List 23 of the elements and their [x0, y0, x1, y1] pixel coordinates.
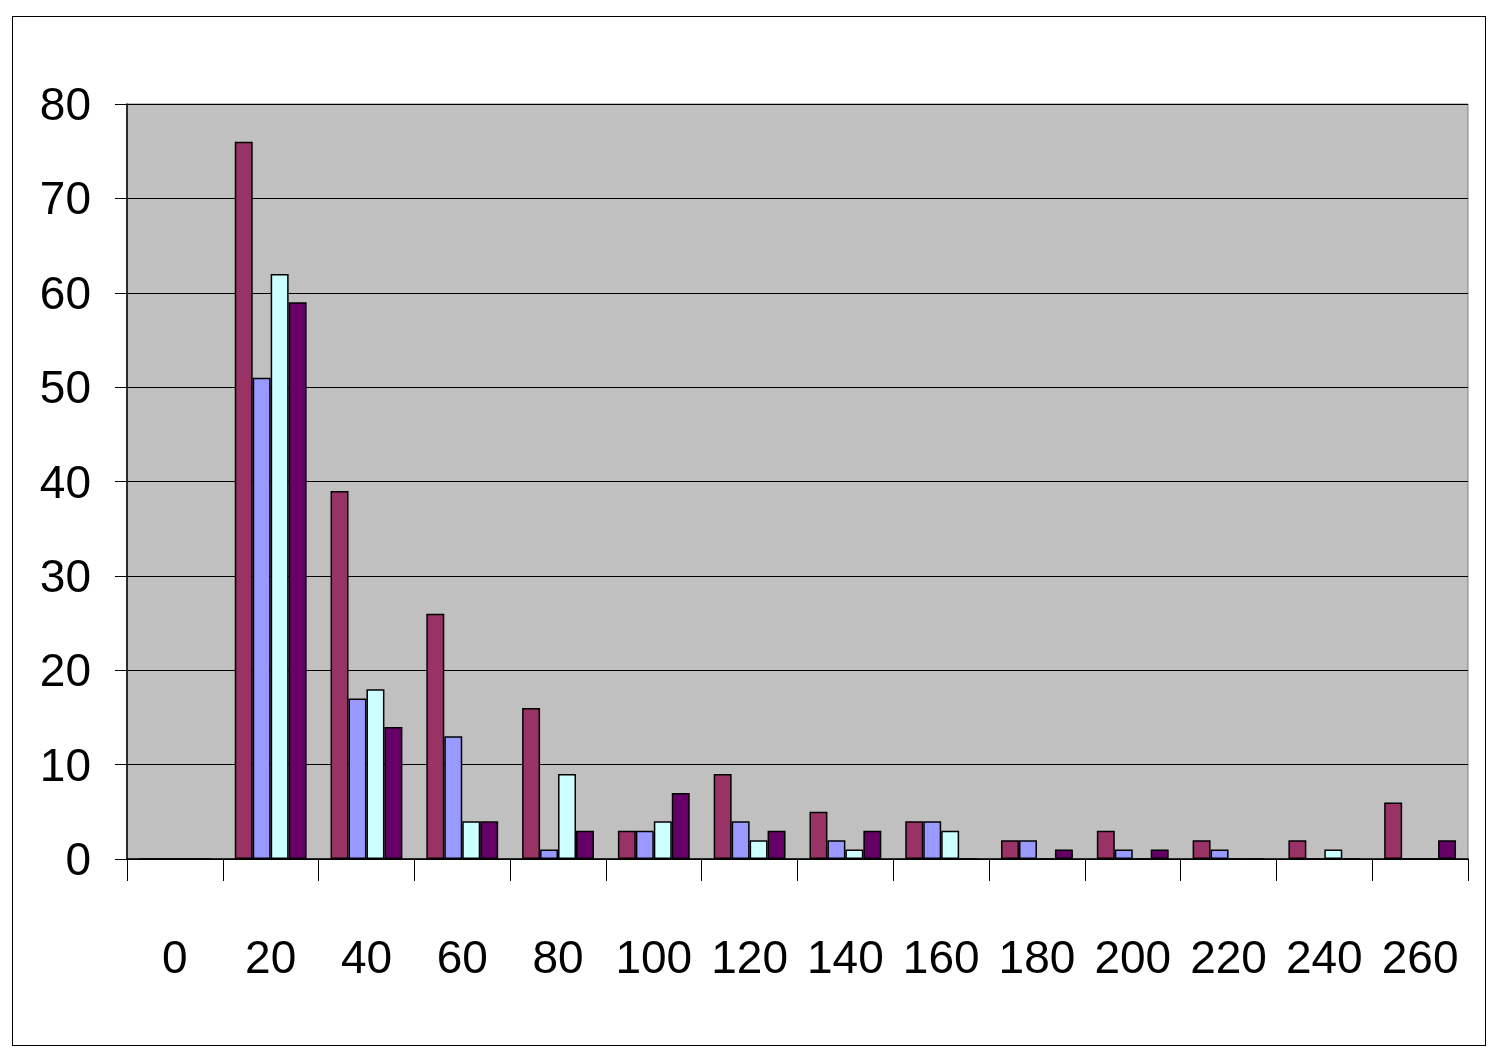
x-tick-label: 40: [340, 931, 393, 983]
y-tick-label: 20: [39, 644, 91, 697]
x-tick-label: 80: [532, 931, 584, 983]
x-tick-label: 260: [1381, 931, 1459, 983]
y-tick-label: 10: [39, 738, 91, 791]
x-tick-label: 100: [615, 931, 693, 983]
y-tick-label: 70: [39, 172, 91, 225]
y-tick-label: 40: [39, 455, 91, 508]
y-tick-label: 60: [39, 266, 91, 319]
x-tick-label: 240: [1285, 931, 1363, 983]
x-tick-label: 160: [902, 931, 980, 983]
x-tick-label: 180: [998, 931, 1076, 983]
x-tick-label: 200: [1094, 931, 1172, 983]
y-tick-label: 30: [39, 549, 91, 602]
y-tick-label: 80: [39, 78, 91, 130]
y-tick-label: 50: [39, 361, 91, 414]
x-tick-label: 60: [436, 931, 488, 983]
x-tick-label: 140: [807, 931, 884, 983]
x-tick-label: 20: [245, 931, 297, 983]
x-tick-label: 120: [711, 931, 788, 983]
x-tick-label: 220: [1190, 931, 1267, 983]
x-tick-label: 0: [162, 931, 188, 983]
y-tick-label: 0: [65, 833, 91, 885]
